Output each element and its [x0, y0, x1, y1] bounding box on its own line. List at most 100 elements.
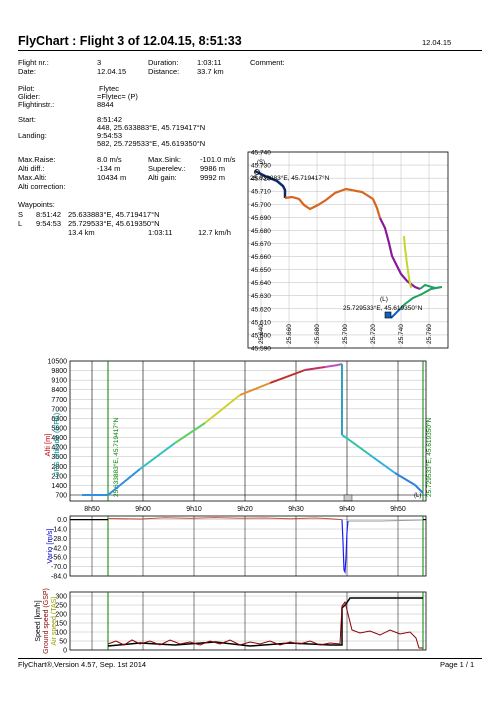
altitude-chart: 25.633883°E, 45.719417°N 25.729533°E, 45…	[43, 359, 433, 514]
waypoint-s-position: 25.633883°E, 45.719417°N	[68, 210, 160, 219]
map-lat-tick: 45.640	[251, 280, 271, 287]
max-sink-value: -101.0 m/s	[200, 155, 236, 164]
waypoint-l-code: L	[18, 219, 23, 228]
alti-diff-value: -134 m	[97, 164, 121, 173]
track-segment-east-spike	[403, 235, 412, 289]
speed-y-tick: 250	[55, 603, 67, 610]
date-label: Date:	[18, 67, 36, 76]
altitude-curve-segment	[394, 472, 416, 486]
altitude-y-tick: 1400	[51, 483, 67, 490]
waypoint-s-code: S	[18, 210, 24, 219]
map-lat-tick: 45.630	[251, 293, 271, 300]
speed-y-tick: 150	[55, 621, 67, 628]
flight-track-map: 45.740 45.730 45.720 45.710 45.700 45.690 45.6…	[247, 150, 449, 353]
altitude-x-tick: 8h50	[84, 506, 100, 513]
altitude-y-tick: 4900	[51, 435, 67, 442]
altitude-y-tick: 7700	[51, 397, 67, 404]
waypoint-l-position: 25.729533°E, 45.619350°N	[68, 219, 160, 228]
altitude-x-tick: 9h50	[390, 506, 406, 513]
altitude-curve-segment	[324, 364, 339, 368]
altitude-x-tick: 9h10	[186, 506, 202, 513]
landing-waypoint-code: (L)	[380, 296, 388, 303]
altitude-y-tick: 2800	[51, 464, 67, 471]
map-lat-tick: 45.620	[251, 306, 271, 313]
pilot-label: Pilot:	[18, 84, 35, 93]
waypoint-total-time: 1:03:11	[148, 228, 173, 237]
footer-version: FlyChart®,Version 4.57, Sep. 1st 2014	[18, 660, 147, 669]
altitude-x-tick: 9h00	[135, 506, 151, 513]
speed-chart: 300 250 200 150 100 50 0 Speed [km/h] Ground s…	[35, 588, 427, 655]
map-lat-tick: 45.710	[251, 189, 271, 196]
page-title: FlyChart : Flight 3 of 12.04.15, 8:51:33	[18, 34, 242, 48]
map-lat-tick: 45.730	[251, 163, 271, 170]
altitude-y-tick: 5600	[51, 426, 67, 433]
altitude-y-tick: 6300	[51, 416, 67, 423]
header-divider	[18, 50, 482, 51]
alti-correction-label: Alti correction:	[18, 182, 66, 191]
altitude-y-tick: 700	[55, 493, 67, 500]
alti-gain-value: 9992 m	[200, 173, 226, 182]
start-time: 8:51:42	[97, 115, 123, 124]
altitude-y-tick: 9800	[51, 368, 67, 375]
vario-chart: 0.0 -14.0 -28.0 -42.0 -56.0 -70.0 -84.0 Vario …	[45, 515, 427, 581]
map-lon-tick: 25.660	[286, 324, 293, 344]
duration-value: 1:03:11	[197, 58, 222, 67]
start-waypoint-code: (S)	[257, 160, 265, 166]
landing-time: 9:54:53	[97, 131, 123, 140]
ground-speed-axis-label: Ground speed (GSP)	[43, 588, 50, 654]
air-speed-axis-label: Air speed (TAS)	[51, 596, 58, 645]
date-value: 12.04.15	[97, 67, 127, 76]
map-lon-tick: 25.700	[342, 324, 349, 344]
map-lat-tick: 45.600	[251, 332, 271, 339]
altitude-y-tick: 7000	[51, 406, 67, 413]
landing-waypoint-coords: 25.729533°E, 45.619350°N	[343, 304, 423, 312]
vario-y-tick: -42.0	[51, 545, 67, 552]
landing-waypoint-vlabel: 25.729533°E, 45.619350°N	[425, 417, 433, 497]
altitude-curve-segment	[347, 438, 371, 456]
print-date: 12.04.15	[422, 38, 452, 47]
altitude-curve-segment	[304, 366, 326, 371]
waypoint-l-time: 9:54:53	[36, 219, 62, 228]
start-label: Start:	[18, 115, 36, 124]
map-lat-tick: 45.740	[251, 150, 271, 157]
map-lat-tick: 45.590	[251, 346, 271, 353]
duration-label: Duration:	[148, 58, 179, 67]
flight-nr-value: 3	[97, 58, 102, 67]
max-raise-value: 8.0 m/s	[97, 155, 122, 164]
altitude-y-tick: 4200	[51, 445, 67, 452]
altitude-y-tick: 3500	[51, 454, 67, 461]
vario-curve-flight	[107, 517, 343, 521]
alti-diff-label: Alti diff.:	[18, 164, 45, 173]
start-waypoint-vlabel: 25.633883°E, 45.719417°N	[112, 417, 120, 497]
map-lat-tick: 45.660	[251, 254, 271, 261]
vario-curve-descent	[341, 519, 349, 575]
track-segment-descent	[379, 217, 421, 291]
altitude-x-tick: 9h20	[237, 506, 253, 513]
air-speed-curve	[107, 597, 423, 647]
altitude-curve-segment	[239, 382, 271, 396]
waypoint-avg-speed: 12.7 km/h	[198, 228, 231, 237]
vario-y-tick: -14.0	[51, 527, 67, 534]
flight-nr-label: Flight nr.:	[18, 58, 49, 67]
map-lon-tick: 25.640	[258, 324, 265, 344]
start-waypoint-coords: 25.633883°E, 45.719417°N	[250, 174, 330, 182]
flightinstr-value: 8844	[97, 100, 114, 109]
track-segment-landing	[390, 307, 402, 319]
map-lat-tick: 45.720	[251, 176, 271, 183]
altitude-curve-segment	[369, 454, 396, 474]
landing-label: Landing:	[18, 131, 47, 140]
pilot-value: Flytec	[99, 84, 120, 93]
speed-y-tick: 100	[55, 630, 67, 637]
distance-value: 33.7 km	[197, 67, 224, 76]
altitude-axis-label: Alti [m]	[43, 434, 52, 457]
altitude-curve-segment	[107, 468, 141, 496]
footer-divider	[18, 658, 482, 659]
map-lat-tick: 45.680	[251, 228, 271, 235]
alti-gain-label: Alti gain:	[148, 173, 177, 182]
altitude-y-tick: 10500	[48, 359, 68, 366]
vario-curve-end	[348, 519, 424, 522]
altitude-y-tick: 8400	[51, 387, 67, 394]
max-alti-label: Max.Alti:	[18, 173, 47, 182]
landing-end-marker: (L)	[414, 493, 421, 499]
speed-y-tick: 300	[55, 594, 67, 601]
